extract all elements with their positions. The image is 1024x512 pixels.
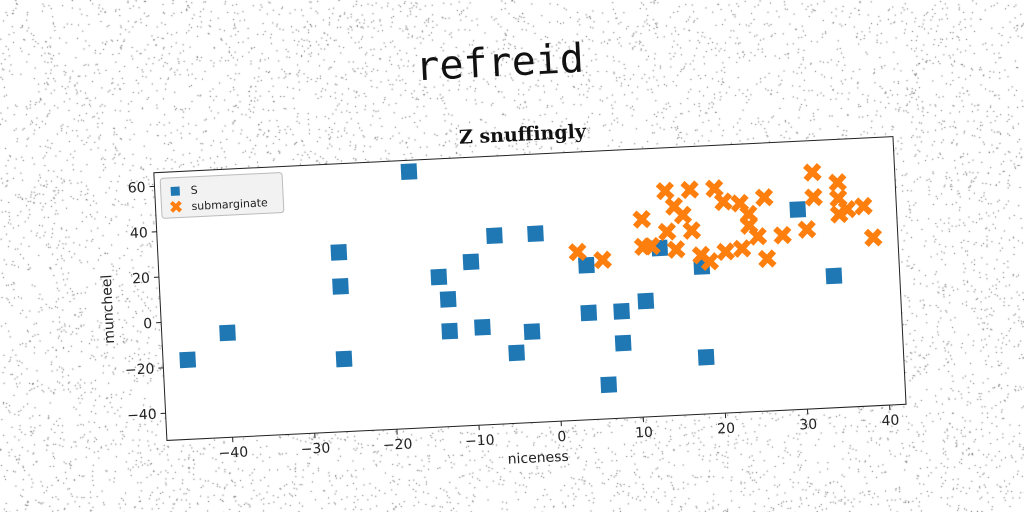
data-point-x — [803, 163, 822, 182]
x-axis-label: niceness — [507, 449, 569, 468]
data-point-square — [330, 243, 348, 261]
x-tick-label: −30 — [300, 440, 330, 457]
data-point-square — [697, 348, 715, 366]
data-points — [179, 163, 883, 394]
data-point-x — [754, 188, 774, 207]
data-point-square — [335, 350, 353, 368]
x-tick-label: 20 — [717, 421, 736, 438]
data-point-square — [613, 302, 630, 320]
data-point-square — [400, 163, 418, 181]
y-tick-label: 40 — [130, 225, 149, 242]
y-tick-label: 60 — [127, 180, 146, 197]
data-point-square — [825, 267, 843, 285]
data-point-x — [673, 205, 693, 225]
data-point-x — [773, 225, 792, 245]
x-tick-label: −40 — [218, 444, 248, 461]
y-tick-label: −20 — [125, 361, 155, 378]
chart-title: Z snuffingly — [458, 121, 587, 149]
data-point-x — [863, 228, 883, 247]
legend-label-s: S — [190, 184, 198, 197]
data-point-square — [614, 334, 632, 352]
data-point-x — [828, 173, 847, 192]
data-point-square — [523, 323, 541, 340]
data-point-x — [680, 180, 700, 200]
data-point-x — [632, 210, 652, 229]
plot-area: Z snuffingly −40 −30 −20 −10 0 10 20 30 40 −40 −2… — [99, 121, 907, 468]
data-point-x — [829, 204, 849, 224]
data-point-x — [713, 192, 733, 212]
data-point-square — [474, 318, 491, 336]
x-tick-label: 30 — [799, 417, 818, 434]
data-point-square — [578, 256, 595, 274]
data-point-x — [568, 242, 587, 262]
x-tick-label: −10 — [465, 432, 495, 449]
data-point-square — [527, 225, 544, 243]
data-point-square — [600, 376, 618, 394]
data-point-square — [332, 278, 349, 295]
data-point-square — [441, 322, 459, 340]
data-point-x — [854, 196, 873, 216]
data-point-square — [430, 268, 448, 286]
data-point-square — [486, 227, 503, 245]
data-point-square — [637, 292, 655, 310]
data-point-x — [633, 237, 653, 256]
y-tick-label: 0 — [143, 316, 153, 332]
legend-x-marker — [169, 200, 183, 213]
legend: S submarginate — [159, 172, 285, 219]
x-tick-label: 40 — [881, 413, 900, 430]
data-point-x — [705, 179, 724, 198]
legend-box — [159, 172, 285, 219]
data-point-x — [700, 252, 720, 271]
y-axis-label: muncheel — [99, 274, 118, 344]
data-point-x — [804, 187, 823, 207]
y-tick-label: −40 — [127, 407, 157, 424]
data-point-x — [797, 220, 817, 239]
data-point-x — [593, 250, 612, 270]
legend-item-submarginate: submarginate — [169, 196, 268, 213]
legend-square-marker — [170, 186, 180, 196]
data-point-x — [757, 249, 777, 269]
legend-item-s: S — [170, 184, 198, 197]
data-point-x — [657, 222, 677, 242]
data-point-square — [789, 201, 807, 218]
x-axis: −40 −30 −20 −10 0 10 20 30 40 — [218, 405, 900, 462]
data-point-x — [716, 242, 736, 262]
data-point-square — [219, 324, 236, 342]
x-tick-label: 10 — [635, 425, 654, 442]
data-point-x — [666, 240, 686, 259]
data-point-square — [508, 344, 526, 362]
y-axis: −40 −20 0 20 40 60 — [125, 180, 166, 424]
data-point-x — [748, 227, 768, 246]
data-point-square — [580, 304, 598, 322]
legend-label-submarginate: submarginate — [191, 196, 268, 213]
data-point-x — [732, 239, 752, 258]
y-tick-label: 20 — [132, 271, 151, 288]
data-point-x — [655, 181, 675, 201]
x-tick-label: −20 — [383, 436, 413, 453]
data-point-square — [439, 290, 457, 308]
x-tick-label: 0 — [557, 429, 567, 445]
data-point-x — [682, 221, 702, 240]
data-point-square — [462, 253, 480, 271]
data-point-square — [179, 351, 197, 369]
